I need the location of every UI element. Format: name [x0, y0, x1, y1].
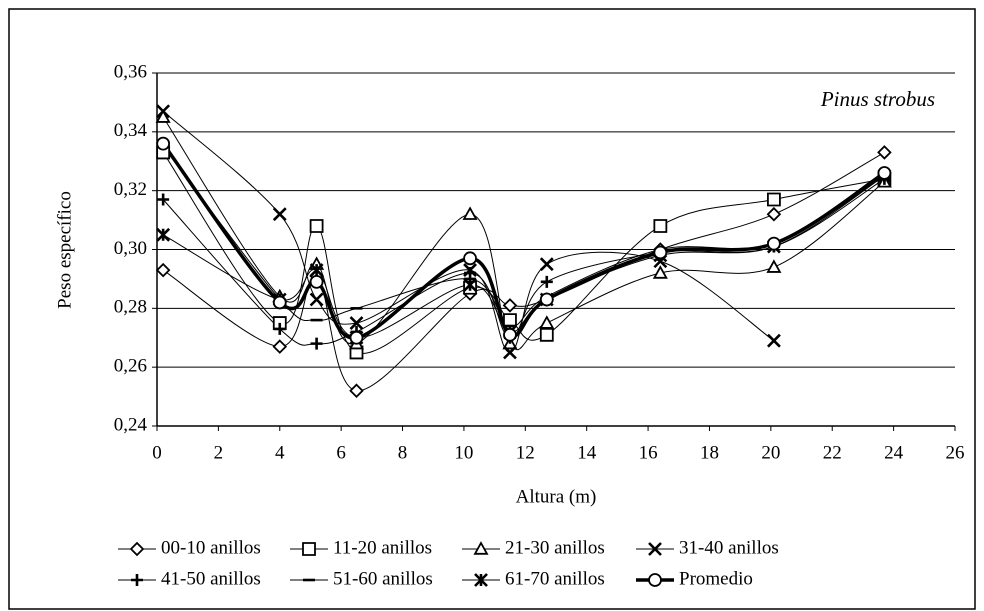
legend-label: 51-60 anillos: [333, 568, 433, 589]
y-tick-label: 0,28: [114, 297, 147, 318]
marker: [877, 145, 892, 160]
marker: [540, 275, 553, 288]
marker: [766, 259, 782, 273]
marker: [767, 192, 781, 207]
x-tick-label: 8: [398, 442, 408, 463]
x-tick-label: 14: [577, 442, 597, 463]
x-tick-label: 20: [761, 442, 780, 463]
legend-label: 31-40 anillos: [679, 537, 779, 558]
marker: [462, 206, 478, 220]
x-tick-label: 2: [214, 442, 224, 463]
legend-item: 61-70 anillos: [462, 568, 605, 589]
legend-item: 21-30 anillos: [462, 537, 605, 558]
marker: [155, 262, 171, 278]
marker: [309, 263, 324, 278]
legend-item: 00-10 anillos: [118, 537, 261, 558]
y-tick-label: 0,36: [114, 61, 147, 82]
chart-frame: [8, 8, 976, 610]
y-tick-label: 0,34: [114, 120, 148, 141]
x-tick-label: 10: [454, 442, 473, 463]
marker: [502, 298, 518, 313]
x-tick-label: 22: [823, 442, 842, 463]
legend-label: 11-20 anillos: [333, 537, 432, 558]
marker: [648, 573, 662, 587]
legend-item: Promedio: [636, 568, 753, 589]
marker: [539, 327, 554, 342]
x-tick-label: 24: [884, 442, 904, 463]
marker: [653, 219, 668, 233]
marker: [272, 207, 287, 222]
y-axis-label: Peso específico: [54, 191, 75, 309]
marker: [474, 573, 488, 587]
marker: [652, 265, 668, 279]
marker: [156, 227, 171, 242]
legend-item: 41-50 anillos: [118, 568, 261, 589]
series-line: [161, 142, 886, 340]
marker: [156, 136, 171, 151]
legend-label: 41-50 anillos: [161, 568, 261, 589]
marker: [156, 104, 171, 119]
y-tick-label: 0,30: [114, 238, 147, 259]
marker: [503, 345, 517, 360]
marker: [463, 251, 477, 266]
series-line: [162, 116, 885, 351]
marker: [302, 542, 316, 556]
marker: [157, 193, 170, 206]
y-tick-label: 0,32: [114, 179, 147, 200]
marker: [539, 292, 554, 307]
marker: [539, 257, 554, 272]
x-tick-label: 18: [700, 442, 719, 463]
legend-label: Promedio: [679, 568, 753, 589]
x-tick-label: 6: [336, 442, 346, 463]
marker: [309, 274, 324, 289]
marker: [473, 541, 489, 555]
marker: [129, 541, 145, 557]
y-tick-label: 0,24: [114, 414, 148, 435]
legend-label: 21-30 anillos: [505, 537, 605, 558]
x-tick-label: 16: [639, 442, 658, 463]
marker: [653, 245, 668, 260]
marker: [464, 267, 477, 280]
legend-label: 00-10 anillos: [161, 537, 261, 558]
marker: [539, 315, 555, 329]
marker: [349, 316, 364, 330]
marker: [877, 166, 892, 180]
legend-label: 61-70 anillos: [505, 568, 605, 589]
marker: [309, 219, 324, 233]
marker: [272, 295, 287, 310]
marker: [155, 109, 171, 123]
marker: [273, 322, 286, 335]
marker: [767, 236, 781, 251]
x-tick-label: 12: [516, 442, 535, 463]
marker: [503, 327, 517, 342]
x-tick-label: 0: [152, 442, 162, 463]
marker: [503, 313, 517, 327]
marker: [766, 206, 782, 222]
marker: [463, 277, 477, 292]
legend-item: 51-60 anillos: [290, 568, 433, 589]
marker: [272, 339, 288, 354]
marker: [131, 574, 143, 586]
marker: [349, 383, 364, 398]
marker: [766, 333, 781, 348]
marker: [648, 542, 662, 556]
legend-item: 11-20 anillos: [290, 537, 432, 558]
marker: [309, 292, 324, 307]
x-tick-label: 4: [275, 442, 285, 463]
series-line: [162, 151, 885, 392]
marker: [310, 337, 323, 350]
x-axis-label: Altura (m): [516, 486, 597, 507]
marker: [349, 330, 364, 345]
annotation: Pinus strobus: [820, 87, 935, 111]
legend-item: 31-40 anillos: [636, 537, 779, 558]
x-tick-label: 26: [946, 442, 965, 463]
series-line: [162, 175, 885, 339]
y-tick-label: 0,26: [114, 356, 147, 377]
